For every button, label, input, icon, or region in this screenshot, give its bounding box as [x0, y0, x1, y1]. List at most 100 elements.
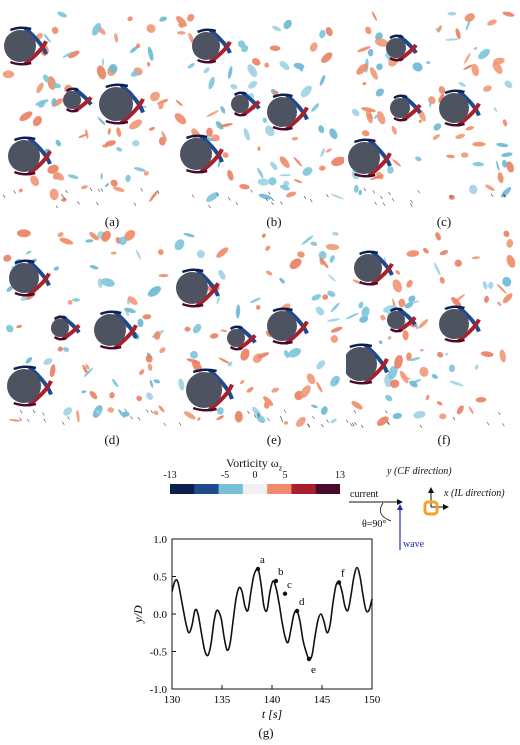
colorbar-tick: 5 — [282, 470, 288, 481]
annotation-label-a: a — [260, 554, 265, 566]
vortex-patch — [422, 248, 429, 254]
colorbar-segment — [267, 484, 292, 494]
velocity-tick — [60, 193, 64, 198]
vortex-patch — [451, 296, 462, 308]
vortex-patch — [327, 318, 341, 322]
vortex-patch — [32, 115, 42, 127]
velocity-tick — [67, 416, 70, 420]
velocity-tick — [163, 422, 167, 427]
vortex-patch — [309, 42, 318, 52]
vortex-patch — [6, 324, 14, 333]
vortex-patch — [266, 270, 273, 276]
vortex-patch — [57, 346, 64, 352]
vortex-patch — [240, 348, 250, 361]
negative-shear-layer — [208, 28, 232, 54]
wave-label: wave — [403, 539, 425, 550]
vortex-patch — [465, 126, 475, 131]
vortex-patch — [227, 169, 234, 181]
vortex-patch — [504, 80, 513, 89]
vortex-patch — [53, 171, 65, 181]
vortex-patch — [142, 314, 152, 320]
vortex-patch — [454, 259, 462, 267]
negative-shear-layer — [119, 83, 145, 114]
vortex-patch — [262, 117, 267, 124]
cylinder — [63, 91, 81, 109]
vortex-patch — [158, 101, 164, 110]
cylinder — [7, 369, 41, 403]
colorbar-segment — [194, 484, 220, 494]
panel-label-a: (a) — [104, 214, 120, 229]
positive-shear-layer — [457, 318, 481, 343]
velocity-tick — [312, 415, 315, 420]
vortex-patch — [288, 347, 302, 358]
vortex-patch — [209, 333, 219, 339]
velocity-tick — [216, 193, 219, 197]
vortex-patch — [358, 301, 364, 309]
vortex-patch — [425, 394, 430, 401]
vortex-patch — [473, 47, 478, 50]
vortex-patch — [295, 417, 306, 427]
vortex-patch — [187, 63, 195, 69]
vortex-patch — [493, 57, 505, 65]
colorbar-segment — [315, 484, 340, 494]
vortex-patch — [316, 381, 323, 393]
vortex-patch — [279, 61, 290, 71]
vortex-patch — [57, 232, 64, 238]
velocity-tick — [303, 195, 307, 200]
vortex-patch — [320, 406, 328, 415]
colorbar — [170, 484, 340, 494]
vortex-patch — [418, 119, 422, 123]
velocity-tick — [452, 416, 456, 421]
vortex-patch — [258, 193, 272, 200]
vortex-patch — [230, 84, 238, 90]
velocity-tick — [42, 412, 45, 416]
panel-label-b: (b) — [266, 214, 282, 229]
vortex-patch — [104, 183, 110, 187]
vortex-patch — [63, 407, 73, 416]
vortex-patch — [183, 233, 195, 238]
vortex-patch — [435, 232, 441, 241]
vortex-patch — [449, 364, 456, 373]
vortex-patch — [365, 26, 372, 35]
vortex-patch — [318, 250, 327, 260]
vortex-patch — [311, 404, 318, 409]
vortex-patch — [216, 294, 221, 305]
y-tick-label: 1.0 — [153, 534, 167, 546]
vortex-patch — [496, 283, 507, 294]
velocity-tick — [382, 202, 386, 206]
vortex-patch — [375, 88, 384, 97]
vortex-patch — [206, 127, 213, 137]
vorticity-panel-e — [174, 228, 344, 428]
vortex-patch — [261, 233, 266, 238]
colorbar-segment — [170, 484, 195, 494]
vortex-patch — [391, 125, 397, 135]
vortex-patch — [316, 360, 326, 370]
cylinder — [8, 140, 40, 172]
vortex-patch — [218, 269, 226, 280]
positive-shear-layer — [53, 335, 67, 341]
velocity-tick — [490, 193, 494, 197]
velocity-tick — [346, 419, 349, 424]
negative-shear-layer — [349, 343, 373, 349]
positive-shear-layer — [23, 40, 48, 66]
vortex-patch — [220, 106, 226, 114]
velocity-tick — [374, 201, 377, 205]
vortex-patch — [133, 167, 146, 172]
vortex-patch — [404, 302, 413, 309]
negative-shear-layer — [27, 136, 52, 165]
positive-shear-layer — [27, 150, 52, 176]
vortex-patch — [147, 46, 154, 61]
vortex-patch — [432, 134, 440, 140]
vortex-patch — [415, 156, 422, 162]
vortex-patch — [25, 250, 32, 255]
cylinder — [267, 97, 297, 127]
velocity-tick — [419, 424, 423, 428]
vortex-patch — [81, 185, 88, 190]
negative-shear-layer — [99, 310, 122, 316]
vortex-patch — [419, 349, 424, 352]
vortex-patch — [251, 58, 261, 66]
cylinder — [348, 142, 380, 174]
positive-shear-layer — [209, 40, 232, 64]
vortex-patch — [227, 361, 233, 367]
cylinder — [390, 98, 410, 118]
